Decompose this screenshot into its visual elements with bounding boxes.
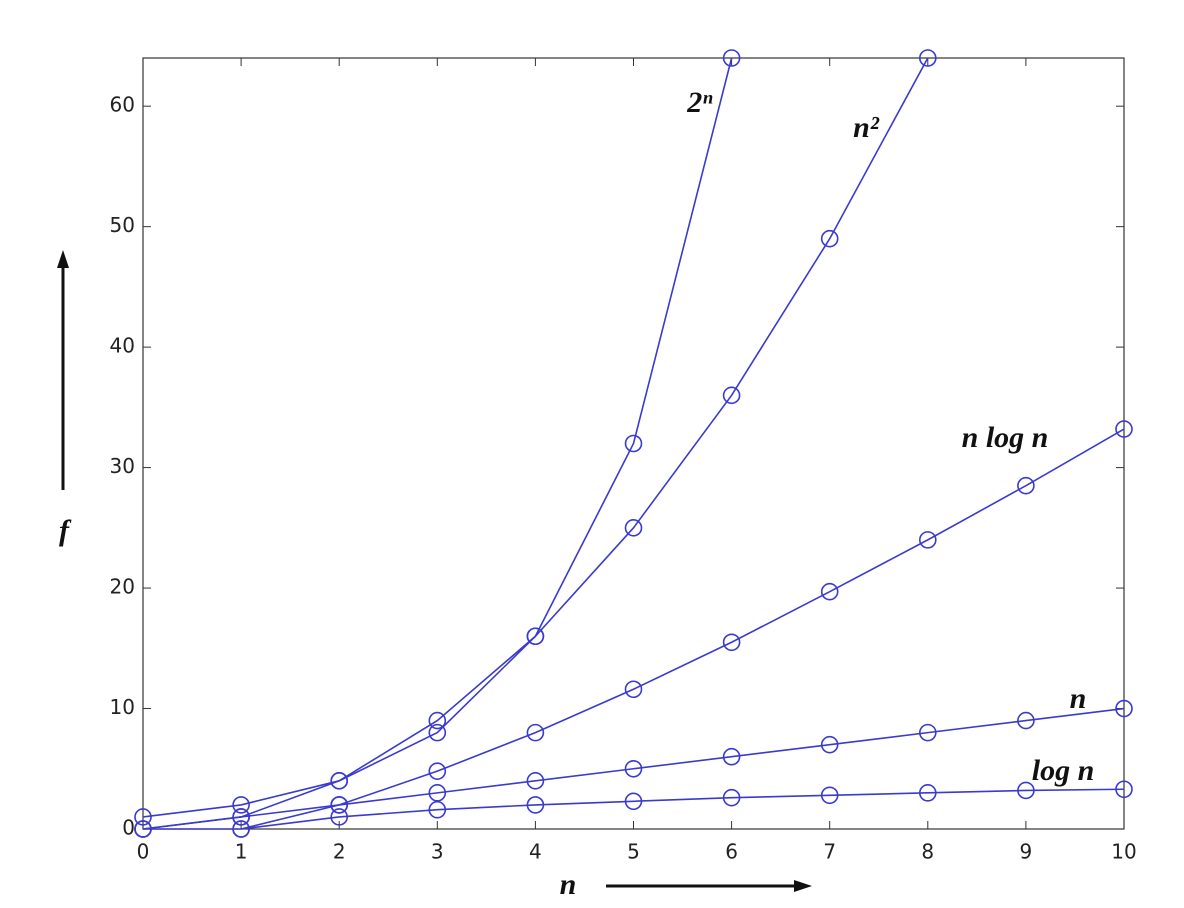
series-label: log n xyxy=(1032,754,1095,787)
x-tick-label: 5 xyxy=(627,840,640,864)
data-point xyxy=(820,735,839,754)
data-point xyxy=(722,747,741,766)
data-point xyxy=(526,772,545,790)
data-point xyxy=(624,759,643,778)
y-tick-label: 0 xyxy=(122,816,135,840)
data-point xyxy=(526,796,545,814)
data-point xyxy=(232,820,250,838)
x-tick-label: 2 xyxy=(333,840,346,864)
data-point xyxy=(330,796,349,814)
x-tick-label: 1 xyxy=(235,840,248,864)
y-tick-label: 40 xyxy=(110,334,135,358)
data-point xyxy=(1115,780,1133,799)
y-axis-label: f xyxy=(59,514,72,547)
series-label: 2ⁿ xyxy=(686,86,713,119)
data-point xyxy=(722,633,741,652)
data-point xyxy=(1017,476,1035,495)
data-point xyxy=(428,711,447,730)
data-point xyxy=(624,792,643,811)
data-point xyxy=(624,680,643,699)
x-tick-label: 4 xyxy=(529,840,542,864)
data-point xyxy=(918,784,937,802)
data-point xyxy=(428,762,447,780)
data-point xyxy=(624,434,643,453)
data-point xyxy=(918,531,937,549)
series-line xyxy=(142,707,1125,830)
data-point xyxy=(918,723,937,742)
x-tick-label: 0 xyxy=(137,840,150,864)
x-tick-label: 7 xyxy=(823,840,836,864)
data-point xyxy=(526,627,545,646)
x-tick-label: 3 xyxy=(431,840,444,864)
data-point xyxy=(820,582,839,601)
data-point xyxy=(232,796,250,814)
x-arrow-head xyxy=(794,880,812,892)
data-point xyxy=(232,808,250,826)
data-point xyxy=(1017,711,1035,730)
series-line xyxy=(142,57,929,830)
data-point xyxy=(820,229,839,248)
y-tick-label: 10 xyxy=(110,695,135,719)
data-point xyxy=(428,784,447,802)
y-tick-label: 30 xyxy=(110,454,135,478)
series-label: n² xyxy=(853,111,880,144)
series-line xyxy=(142,57,733,818)
y-tick-label: 20 xyxy=(110,575,135,599)
y-tick-label: 60 xyxy=(110,93,135,117)
data-point xyxy=(820,786,839,805)
data-point xyxy=(722,788,741,807)
x-axis-label: n xyxy=(560,868,577,901)
x-tick-label: 6 xyxy=(725,840,738,864)
data-point xyxy=(722,49,741,67)
series-label: n xyxy=(1070,682,1087,715)
x-tick-label: 8 xyxy=(921,840,934,864)
data-point xyxy=(624,519,643,537)
series-label: n log n xyxy=(962,421,1049,454)
data-point xyxy=(330,772,349,790)
x-tick-label: 9 xyxy=(1020,840,1033,864)
y-tick-label: 50 xyxy=(110,213,135,237)
data-point xyxy=(1115,420,1133,438)
data-point xyxy=(1115,699,1133,718)
data-point xyxy=(1017,781,1035,800)
x-tick-label: 10 xyxy=(1111,840,1136,864)
data-point xyxy=(918,49,937,67)
data-point xyxy=(330,808,349,826)
series-line xyxy=(143,428,1125,830)
data-point xyxy=(428,723,447,742)
data-point xyxy=(722,386,741,405)
data-point xyxy=(428,800,447,819)
data-point xyxy=(134,808,152,826)
y-arrow-head xyxy=(57,250,69,268)
data-point xyxy=(526,723,545,742)
series-line xyxy=(241,788,1125,830)
data-point xyxy=(134,820,152,838)
